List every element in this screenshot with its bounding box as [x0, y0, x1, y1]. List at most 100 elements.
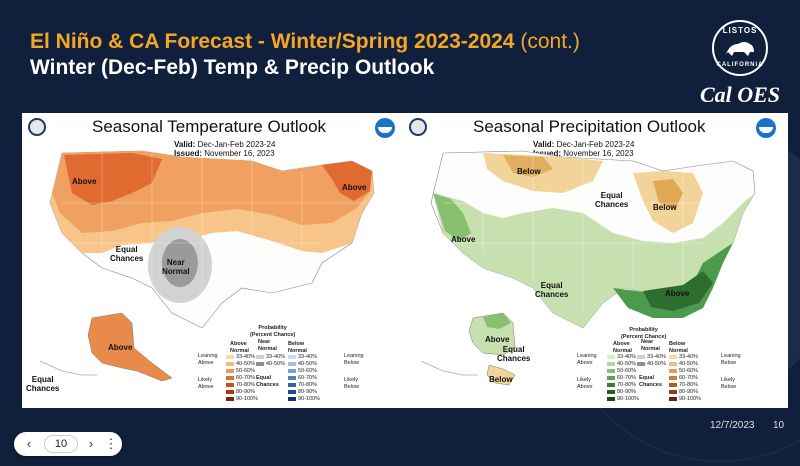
legend-swatch-above	[607, 390, 615, 394]
legend-range-label: 50-60%	[617, 367, 636, 374]
legend-swatch-below	[288, 383, 296, 387]
slide-number: 10	[773, 420, 785, 431]
legend-col-near: Near Normal	[258, 339, 277, 352]
doc-seal-icon	[28, 118, 46, 136]
legend-range-label: 60-70%	[236, 374, 255, 381]
legend-swatch-below	[288, 369, 296, 373]
label-below-north: Below	[517, 167, 541, 176]
legend-leaning-above: Leaning Above	[577, 353, 597, 366]
legend-swatch-above	[607, 355, 615, 359]
label-above-west: Above	[72, 177, 97, 186]
precipitation-map	[420, 150, 756, 386]
logo-text: Cal OES	[699, 82, 781, 107]
cal-oes-logo: LISTOS CALIFORNIA Cal OES	[700, 18, 780, 113]
legend-range-label: 60-70%	[679, 374, 698, 381]
slide-navigation-bar: ‹ 10 › ⋮	[14, 432, 122, 456]
label-above-alaska: Above	[108, 343, 133, 352]
legend-swatch-below	[669, 362, 677, 366]
legend-leaning-below: Leaning Below	[721, 353, 741, 366]
label-near-normal: Near Normal	[162, 258, 190, 276]
slide-date: 12/7/2023	[710, 420, 755, 431]
bear-icon	[726, 42, 754, 56]
legend-swatch-above	[226, 397, 234, 401]
legend-range-label: 33-40%	[617, 353, 636, 360]
noaa-logo-icon	[375, 118, 395, 138]
legend-range-label: 33-40%	[266, 353, 285, 360]
temperature-valid-info: Valid: Dec-Jan-Feb 2023-24 Issued: Novem…	[174, 140, 276, 158]
legend-swatch-below	[288, 362, 296, 366]
label-below-alaska: Below	[489, 375, 513, 384]
label-equal-chances: Equal Chances	[110, 245, 144, 263]
legend-swatch-below	[669, 376, 677, 380]
precipitation-outlook-panel: Seasonal Precipitation Outlook Valid: De…	[403, 113, 788, 408]
legend-range-label: 50-60%	[679, 367, 698, 374]
legend-range-label: 70-80%	[617, 381, 636, 388]
temperature-outlook-title: Seasonal Temperature Outlook	[92, 117, 327, 136]
legend-range-label: 33-40%	[298, 353, 317, 360]
precipitation-outlook-title: Seasonal Precipitation Outlook	[473, 117, 706, 136]
legend-range-label: 60-70%	[617, 374, 636, 381]
legend-swatch-above	[607, 383, 615, 387]
more-vertical-icon[interactable]: ⋮	[104, 436, 118, 451]
legend-equal-chances: Equal Chances	[639, 375, 662, 388]
chevron-right-icon[interactable]: ›	[88, 436, 94, 451]
legend-range-label: 33-40%	[647, 353, 666, 360]
legend-range-label: 40-50%	[266, 360, 285, 367]
label-below-lakes: Below	[653, 203, 677, 212]
legend-range-label: 80-90%	[236, 388, 255, 395]
legend-range-label: 33-40%	[236, 353, 255, 360]
legend-range-label: 80-90%	[679, 388, 698, 395]
label-above-alaska: Above	[485, 335, 510, 344]
label-above-southeast: Above	[665, 289, 690, 298]
temperature-map	[39, 150, 375, 382]
legend-range-label: 80-90%	[298, 388, 317, 395]
legend-range-label: 90-100%	[298, 395, 321, 402]
legend-col-near: Near Normal	[641, 339, 660, 352]
temperature-outlook-panel: Seasonal Temperature Outlook Valid: Dec-…	[22, 113, 407, 408]
page-number-input[interactable]: 10	[44, 435, 78, 453]
legend-swatch-near	[637, 362, 645, 366]
legend-swatch-above	[226, 383, 234, 387]
legend-col-above: Above Normal	[613, 341, 632, 354]
legend-equal-chances: Equal Chances	[256, 375, 279, 388]
legend-swatch-above	[226, 355, 234, 359]
legend-swatch-above	[226, 376, 234, 380]
legend-swatch-above	[607, 362, 615, 366]
legend-swatch-below	[669, 390, 677, 394]
legend-heading: Probability (Percent Chance)	[250, 325, 296, 338]
chevron-left-icon[interactable]: ‹	[26, 436, 32, 451]
legend-range-label: 40-50%	[617, 360, 636, 367]
legend-col-above: Above Normal	[230, 341, 249, 354]
legend-swatch-above	[226, 362, 234, 366]
legend-swatch-above	[607, 376, 615, 380]
legend-range-label: 40-50%	[647, 360, 666, 367]
legend-likely-below: Likely Below	[344, 377, 359, 390]
legend-swatch-above	[226, 390, 234, 394]
label-equal-chances-alaska: Equal Chances	[26, 375, 60, 393]
legend-swatch-near	[256, 355, 264, 359]
legend-range-label: 40-50%	[298, 360, 317, 367]
label-equal-chances-alaska: Equal Chances	[497, 345, 531, 363]
noaa-logo-icon	[756, 118, 776, 138]
legend-range-label: 40-50%	[679, 360, 698, 367]
legend-likely-below: Likely Below	[721, 377, 736, 390]
legend-swatch-below	[288, 355, 296, 359]
slide-title: El Niño & CA Forecast - Winter/Spring 20…	[30, 30, 580, 53]
legend-range-label: 40-50%	[236, 360, 255, 367]
precipitation-valid-info: Valid: Dec-Jan-Feb 2023-24 Issued: Novem…	[533, 140, 635, 158]
label-above-west: Above	[451, 235, 476, 244]
slide-subtitle: Winter (Dec-Feb) Temp & Precip Outlook	[30, 56, 435, 79]
legend-swatch-above	[226, 369, 234, 373]
legend-swatch-below	[669, 355, 677, 359]
legend-swatch-above	[607, 397, 615, 401]
legend-range-label: 70-80%	[679, 381, 698, 388]
legend-range-label: 33-40%	[679, 353, 698, 360]
legend-swatch-below	[288, 397, 296, 401]
label-equal-chances-north: Equal Chances	[595, 191, 629, 209]
legend-range-label: 80-90%	[617, 388, 636, 395]
legend-likely-above: Likely Above	[198, 377, 214, 390]
legend-range-label: 70-80%	[298, 381, 317, 388]
legend-heading: Probability (Percent Chance)	[621, 327, 667, 340]
label-equal-chances-south: Equal Chances	[535, 281, 569, 299]
